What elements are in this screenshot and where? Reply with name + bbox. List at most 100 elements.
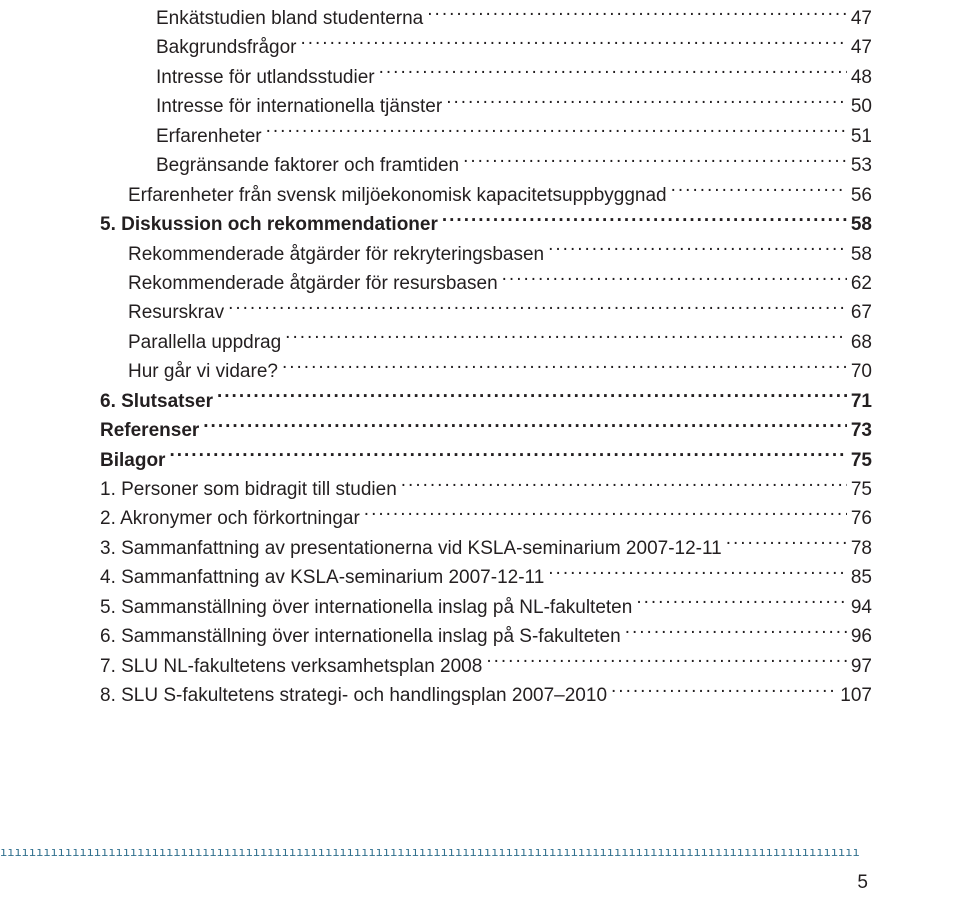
toc-leader-dots	[611, 682, 836, 701]
toc-leader-dots	[625, 623, 847, 642]
toc-entry-page: 47	[851, 4, 872, 33]
toc-entry-page: 97	[851, 652, 872, 681]
toc-entry-label: Parallella uppdrag	[128, 328, 281, 357]
toc-leader-dots	[379, 64, 847, 83]
toc-leader-dots	[548, 241, 847, 260]
toc-entry-page: 47	[851, 33, 872, 62]
toc-entry-label: Rekommenderade åtgärder för rekryterings…	[128, 240, 544, 269]
toc-entry-page: 58	[851, 240, 872, 269]
table-of-contents: Enkätstudien bland studenterna 47Bakgrun…	[100, 0, 872, 711]
toc-entry-page: 62	[851, 269, 872, 298]
toc-leader-dots	[282, 358, 847, 377]
toc-entry: Erfarenheter från svensk miljöekonomisk …	[100, 181, 872, 210]
footer-rule: ıııııııııııııııııııııııııııııııııııııııı…	[0, 848, 860, 856]
toc-entry-label: 6. Slutsatser	[100, 387, 213, 416]
toc-leader-dots	[671, 182, 847, 201]
toc-entry-label: Referenser	[100, 416, 199, 445]
toc-entry-label: Hur går vi vidare?	[128, 357, 278, 386]
toc-leader-dots	[636, 594, 847, 613]
toc-entry-page: 48	[851, 63, 872, 92]
toc-entry-page: 78	[851, 534, 872, 563]
toc-entry-page: 85	[851, 563, 872, 592]
toc-leader-dots	[364, 505, 847, 524]
toc-leader-dots	[169, 447, 846, 466]
toc-entry-page: 50	[851, 92, 872, 121]
toc-entry: 4. Sammanfattning av KSLA-seminarium 200…	[100, 563, 872, 592]
toc-entry: Rekommenderade åtgärder för rekryterings…	[100, 240, 872, 269]
toc-entry-page: 75	[851, 446, 872, 475]
toc-entry: 5. Diskussion och rekommendationer 58	[100, 210, 872, 239]
toc-entry-page: 51	[851, 122, 872, 151]
toc-entry-page: 94	[851, 593, 872, 622]
toc-entry: 6. Sammanställning över internationella …	[100, 622, 872, 651]
toc-entry-page: 56	[851, 181, 872, 210]
toc-entry: 7. SLU NL-fakultetens verksamhetsplan 20…	[100, 652, 872, 681]
toc-entry: Hur går vi vidare? 70	[100, 357, 872, 386]
toc-entry-label: Enkätstudien bland studenterna	[156, 4, 423, 33]
toc-leader-dots	[285, 329, 847, 348]
toc-entry: 8. SLU S-fakultetens strategi- och handl…	[100, 681, 872, 710]
toc-entry-label: 4. Sammanfattning av KSLA-seminarium 200…	[100, 563, 544, 592]
toc-entry-page: 58	[851, 210, 872, 239]
toc-entry-page: 53	[851, 151, 872, 180]
toc-entry-label: Erfarenheter	[156, 122, 262, 151]
toc-entry-label: 7. SLU NL-fakultetens verksamhetsplan 20…	[100, 652, 482, 681]
toc-entry-page: 76	[851, 504, 872, 533]
toc-entry-label: 8. SLU S-fakultetens strategi- och handl…	[100, 681, 607, 710]
toc-entry: Bakgrundsfrågor 47	[100, 33, 872, 62]
toc-entry: 1. Personer som bidragit till studien 75	[100, 475, 872, 504]
toc-entry: Resurskrav 67	[100, 298, 872, 327]
footer-rule-ticks: ıııııııııııııııııııııııııııııııııııııııı…	[0, 848, 860, 856]
toc-entry: Erfarenheter 51	[100, 122, 872, 151]
toc-entry-label: 3. Sammanfattning av presentationerna vi…	[100, 534, 722, 563]
toc-leader-dots	[442, 211, 847, 230]
toc-leader-dots	[300, 34, 846, 53]
toc-entry-label: 1. Personer som bidragit till studien	[100, 475, 397, 504]
toc-entry-page: 67	[851, 298, 872, 327]
toc-entry: 2. Akronymer och förkortningar 76	[100, 504, 872, 533]
toc-entry: 5. Sammanställning över internationella …	[100, 593, 872, 622]
toc-leader-dots	[548, 564, 847, 583]
toc-leader-dots	[401, 476, 847, 495]
toc-entry-label: Rekommenderade åtgärder för resursbasen	[128, 269, 498, 298]
toc-entry-page: 68	[851, 328, 872, 357]
toc-entry: Parallella uppdrag 68	[100, 328, 872, 357]
toc-entry-label: 6. Sammanställning över internationella …	[100, 622, 621, 651]
toc-entry: 3. Sammanfattning av presentationerna vi…	[100, 534, 872, 563]
toc-leader-dots	[446, 93, 847, 112]
toc-entry: Intresse för utlandsstudier 48	[100, 63, 872, 92]
toc-entry: 6. Slutsatser 71	[100, 387, 872, 416]
toc-entry-label: 2. Akronymer och förkortningar	[100, 504, 360, 533]
toc-entry-page: 71	[851, 387, 872, 416]
document-page: Enkätstudien bland studenterna 47Bakgrun…	[0, 0, 960, 924]
toc-leader-dots	[463, 152, 847, 171]
toc-entry-page: 75	[851, 475, 872, 504]
toc-leader-dots	[486, 653, 847, 672]
toc-entry: Rekommenderade åtgärder för resursbasen …	[100, 269, 872, 298]
toc-entry-label: Bilagor	[100, 446, 165, 475]
toc-leader-dots	[427, 5, 847, 24]
toc-entry-page: 73	[851, 416, 872, 445]
toc-entry-label: 5. Diskussion och rekommendationer	[100, 210, 438, 239]
page-number: 5	[857, 872, 868, 894]
toc-entry-label: Erfarenheter från svensk miljöekonomisk …	[128, 181, 667, 210]
toc-entry-label: Bakgrundsfrågor	[156, 33, 296, 62]
toc-entry: Begränsande faktorer och framtiden 53	[100, 151, 872, 180]
toc-leader-dots	[726, 535, 847, 554]
toc-entry-page: 70	[851, 357, 872, 386]
toc-entry-label: Resurskrav	[128, 298, 224, 327]
toc-leader-dots	[217, 388, 847, 407]
toc-leader-dots	[502, 270, 847, 289]
toc-entry-label: Begränsande faktorer och framtiden	[156, 151, 459, 180]
toc-entry-page: 96	[851, 622, 872, 651]
toc-entry: Bilagor 75	[100, 446, 872, 475]
toc-entry-label: 5. Sammanställning över internationella …	[100, 593, 632, 622]
toc-leader-dots	[266, 123, 847, 142]
toc-leader-dots	[203, 417, 847, 436]
toc-entry-label: Intresse för utlandsstudier	[156, 63, 375, 92]
toc-entry: Referenser 73	[100, 416, 872, 445]
toc-entry: Intresse för internationella tjänster 50	[100, 92, 872, 121]
toc-entry: Enkätstudien bland studenterna 47	[100, 4, 872, 33]
toc-entry-label: Intresse för internationella tjänster	[156, 92, 442, 121]
toc-entry-page: 107	[840, 681, 872, 710]
